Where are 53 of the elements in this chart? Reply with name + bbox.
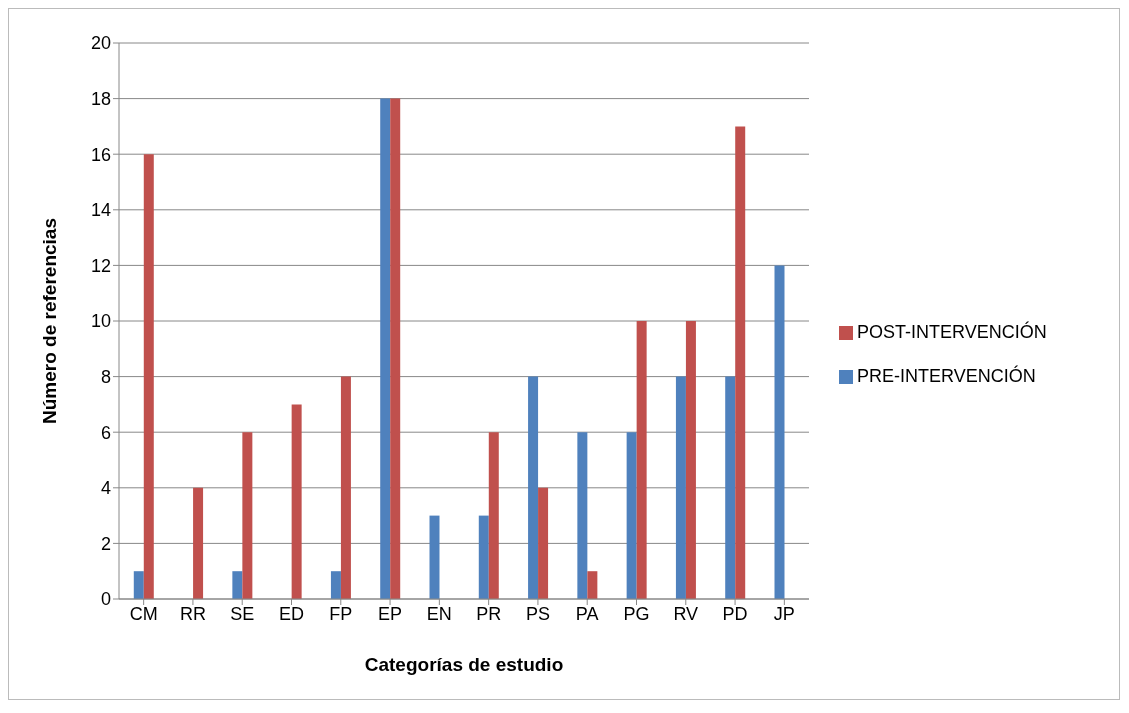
legend-label: PRE-INTERVENCIÓN <box>857 366 1036 386</box>
bar <box>390 98 401 599</box>
y-tick-label: 10 <box>90 311 111 332</box>
legend-label: POST-INTERVENCIÓN <box>857 322 1047 342</box>
x-tick-label: PR <box>476 603 502 624</box>
bar <box>193 487 204 599</box>
x-tick-label: RV <box>673 603 699 624</box>
bar <box>291 404 302 599</box>
x-tick-label: SE <box>230 603 255 624</box>
x-tick-label: ED <box>278 603 305 624</box>
x-tick-label: PD <box>722 603 748 624</box>
bar <box>429 515 440 599</box>
bar <box>488 432 499 599</box>
bar <box>587 571 598 599</box>
y-tick-label: 18 <box>90 88 111 109</box>
y-tick-label: 20 <box>90 33 111 54</box>
x-tick-label: PA <box>575 603 599 624</box>
bar <box>725 376 736 599</box>
y-tick-label: 4 <box>100 478 111 499</box>
bar <box>528 376 539 599</box>
y-tick-label: 16 <box>90 144 111 165</box>
bar <box>232 571 243 599</box>
x-axis-title: Categorías de estudio <box>364 654 564 675</box>
x-tick-label: EN <box>426 603 452 624</box>
y-axis-title: Número de referencias <box>38 218 60 424</box>
x-tick-label: FP <box>329 603 353 624</box>
bar <box>330 571 341 599</box>
bar <box>774 265 785 599</box>
bar <box>478 515 489 599</box>
y-tick-label: 2 <box>100 533 111 554</box>
bar <box>685 321 696 599</box>
bar <box>626 432 637 599</box>
bar <box>380 98 391 599</box>
bar <box>675 376 686 599</box>
y-tick-label: 0 <box>100 589 111 610</box>
bar <box>735 126 746 599</box>
bar <box>577 432 588 599</box>
y-tick-label: 12 <box>90 255 111 276</box>
bar <box>538 487 549 599</box>
x-tick-label: PG <box>623 603 650 624</box>
bar <box>143 154 154 599</box>
bar <box>636 321 647 599</box>
bar <box>242 432 253 599</box>
y-tick-label: 6 <box>100 422 111 443</box>
y-tick-label: 14 <box>90 200 111 221</box>
x-tick-label: CM <box>129 603 158 624</box>
x-tick-label: RR <box>179 603 206 624</box>
y-tick-label: 8 <box>100 366 111 387</box>
bar <box>133 571 144 599</box>
x-tick-label: EP <box>378 603 403 624</box>
x-tick-label: PS <box>525 603 550 624</box>
bar <box>340 376 351 599</box>
x-tick-label: JP <box>773 603 795 624</box>
